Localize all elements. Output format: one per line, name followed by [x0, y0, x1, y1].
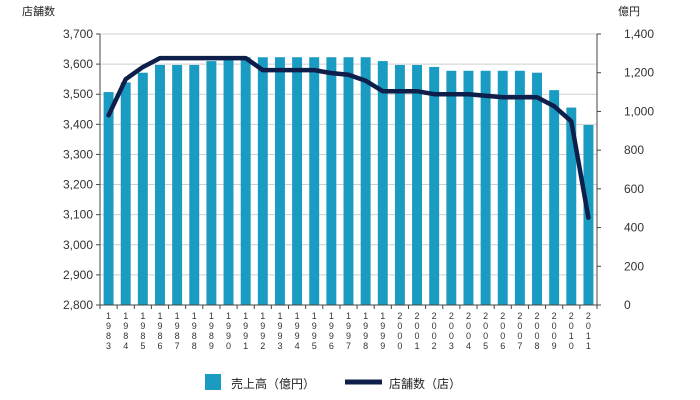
left-axis-label: 店舗数	[22, 4, 55, 18]
bar-series	[103, 57, 594, 306]
bar	[343, 57, 354, 305]
bar	[463, 70, 474, 306]
bar	[429, 66, 440, 306]
left-tick-label: 3,700	[63, 27, 93, 41]
bar	[394, 64, 405, 305]
left-axis-ticks: 2,800 2,900 3,000 3,100 3,200 3,300 3,400 3,500…	[63, 27, 100, 312]
right-tick-label: 1,400	[624, 27, 654, 41]
bar	[137, 72, 148, 305]
bar	[446, 70, 457, 306]
right-tick-label: 1,200	[624, 66, 654, 80]
line-series	[106, 55, 591, 220]
bar	[309, 57, 320, 305]
bar	[377, 61, 388, 305]
bar	[532, 72, 542, 305]
bar	[412, 64, 423, 305]
left-tick-label: 3,000	[63, 238, 93, 252]
series-line	[106, 55, 591, 220]
left-tick-label: 3,100	[63, 208, 93, 222]
bar	[172, 64, 183, 305]
bar	[326, 57, 337, 305]
right-tick-label: 400	[624, 221, 644, 235]
bar	[566, 107, 577, 305]
right-tick-label: 600	[624, 182, 644, 196]
left-tick-label: 3,500	[63, 87, 93, 101]
bar	[257, 57, 268, 305]
x-axis-ticks: 1 9 8 3 1 9 8 4 1 9 8 5 1 9 8 6 1 9 8 7 1 9 8 8 1 9 8 9 1 9 9 0 1 9 9 1 1 9 9 2…	[99, 305, 598, 351]
right-axis-ticks: 0 200 400 600 800 1,000 1,200 1,400	[597, 27, 654, 312]
axes	[99, 34, 598, 306]
bar	[189, 64, 200, 305]
legend: 売上高（億円） 店舗数（店）	[205, 374, 461, 391]
right-tick-label: 800	[624, 143, 644, 157]
left-tick-label: 3,600	[63, 57, 93, 71]
left-tick-label: 3,300	[63, 147, 93, 161]
right-tick-label: 0	[624, 298, 631, 312]
left-tick-label: 3,200	[63, 178, 93, 192]
bar	[480, 70, 491, 306]
bar	[223, 57, 234, 305]
right-axis-label: 億円	[618, 5, 640, 18]
right-tick-label: 200	[624, 259, 644, 273]
bar	[514, 70, 525, 306]
bar	[360, 57, 371, 305]
bar	[206, 61, 217, 305]
bar	[240, 57, 251, 305]
bar	[549, 90, 560, 305]
legend-label-line: 店舗数（店）	[389, 376, 461, 391]
legend-label-bar: 売上高（億円）	[231, 376, 315, 391]
bar	[155, 64, 165, 305]
left-tick-label: 2,900	[63, 268, 93, 282]
bar	[292, 57, 303, 305]
right-tick-label: 1,000	[624, 104, 654, 118]
left-tick-label: 3,400	[63, 117, 93, 131]
bar	[120, 82, 131, 306]
bar	[274, 57, 285, 305]
legend-swatch-bar	[205, 374, 221, 390]
bar	[497, 70, 508, 306]
bar	[103, 92, 114, 305]
left-tick-label: 2,800	[63, 298, 93, 312]
